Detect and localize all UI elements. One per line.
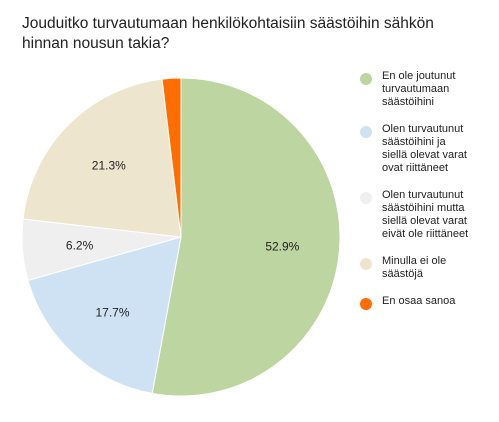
legend-swatch-2 [360, 192, 372, 204]
legend-item-1: Olen turvautunut säästöihini ja siellä ole… [360, 123, 495, 175]
slice-value-label-2: 6.2% [66, 238, 94, 252]
legend-swatch-4 [360, 298, 372, 310]
legend-swatch-1 [360, 126, 372, 138]
slice-value-label-0: 52.9% [265, 239, 299, 253]
pie-slice-0 [151, 77, 341, 397]
slice-value-label-3: 21.3% [92, 158, 126, 172]
legend-label-2: Olen turvautunut säästöihini mutta siellä … [382, 189, 469, 240]
chart-legend: En ole joutunut turvautumaan säästöihini Ol… [360, 70, 495, 310]
slice-value-label-1: 17.7% [95, 305, 129, 319]
legend-item-0: En ole joutunut turvautumaan säästöihini [360, 70, 495, 109]
legend-label-4: En osaa sanoa [382, 295, 456, 307]
chart-title: Jouduitko turvautumaan henkilökohtaisiin… [22, 15, 434, 52]
pie-slice-1 [27, 236, 182, 394]
legend-item-3: Minulla ei ole säästöjä [360, 255, 495, 281]
legend-swatch-3 [360, 258, 372, 270]
legend-item-2: Olen turvautunut säästöihini mutta siellä … [360, 189, 495, 241]
legend-item-4: En osaa sanoa [360, 295, 495, 310]
legend-label-0: En ole joutunut turvautumaan säästöihini [382, 70, 456, 108]
pie-slice-3 [22, 78, 182, 238]
legend-label-3: Minulla ei ole säästöjä [382, 255, 447, 280]
pie-slice-4 [161, 77, 182, 238]
legend-label-1: Olen turvautunut säästöihini ja siellä ole… [382, 123, 467, 174]
legend-swatch-0 [360, 73, 372, 85]
